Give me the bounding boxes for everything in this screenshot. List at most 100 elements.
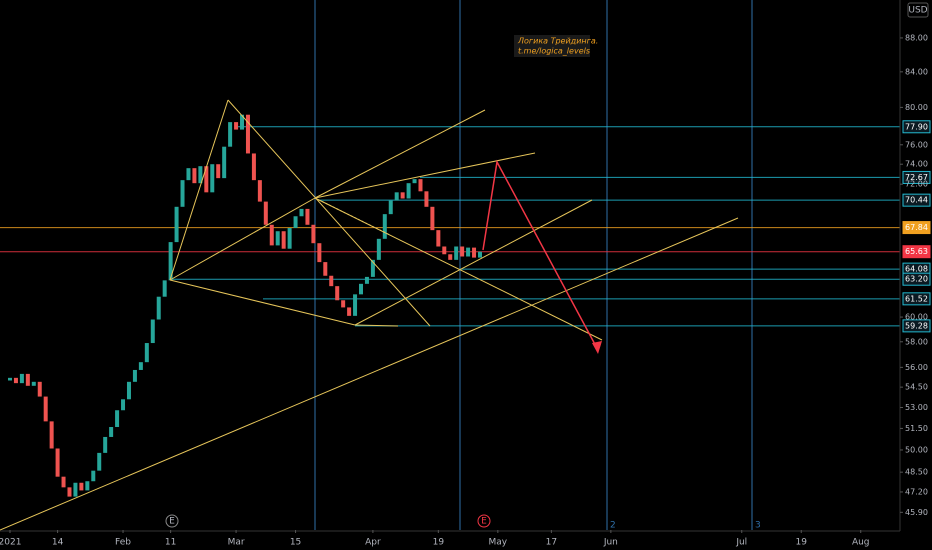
trendline <box>314 197 391 236</box>
candle-body <box>121 399 126 411</box>
x-tick-label: Jul <box>735 538 747 548</box>
annotation: t.me/logica_levels <box>518 47 590 56</box>
level-label: 67.84 <box>905 223 928 232</box>
trendline <box>169 99 229 281</box>
candle-body <box>317 243 322 263</box>
candle-body <box>460 246 465 257</box>
candle-body <box>49 421 54 449</box>
candle-body <box>358 283 363 295</box>
y-tick-label: 76.00 <box>905 140 928 149</box>
level-label: 65.63 <box>905 247 928 256</box>
candle-body <box>61 476 66 488</box>
candle-body <box>109 427 114 437</box>
candle-body <box>156 296 161 320</box>
candle-body <box>168 242 173 281</box>
x-tick-label: 14 <box>52 538 64 548</box>
y-tick-label: 50.00 <box>905 445 928 454</box>
candle-body <box>430 206 435 231</box>
candle-body <box>180 180 185 207</box>
forecast-arrow <box>482 159 602 354</box>
candle-body <box>335 286 340 301</box>
annotation: Логика Трейдинга. <box>517 37 598 46</box>
candle-body <box>293 216 298 228</box>
candle-body <box>79 482 84 491</box>
candle-body <box>115 410 120 428</box>
candle-body <box>210 164 215 193</box>
x-tick-label: Aug <box>852 538 870 548</box>
level-label: 72.67 <box>905 173 928 182</box>
candle-body <box>144 343 149 363</box>
level-label: 59.28 <box>905 321 928 330</box>
candle-body <box>400 192 405 199</box>
x-tick-label: 19 <box>796 538 808 548</box>
arrow-path <box>482 159 599 351</box>
candle-body <box>245 114 250 154</box>
y-tick-label: 88.00 <box>905 33 928 42</box>
earnings-marker <box>165 514 179 528</box>
candle-body <box>186 168 191 181</box>
y-tick-label: 80.00 <box>905 103 928 112</box>
level-label: 77.90 <box>905 122 928 131</box>
cycle-label: 2 <box>610 521 616 531</box>
candle-body <box>55 448 60 477</box>
candle-body <box>25 373 30 386</box>
trendlines <box>0 99 739 531</box>
x-tick-label: May <box>489 538 508 548</box>
level-box <box>902 193 931 207</box>
candle-body <box>388 200 393 215</box>
y-tick-label: 48.50 <box>905 468 928 477</box>
trendline <box>314 109 486 199</box>
y-tick-label: 72.00 <box>905 180 928 189</box>
candle-body <box>234 122 239 130</box>
candle-body <box>466 247 471 257</box>
candle-body <box>162 280 167 297</box>
candle-body <box>67 487 72 497</box>
level-box <box>902 170 931 184</box>
candle-body <box>216 164 221 179</box>
candle-body <box>323 262 328 276</box>
candle-body <box>263 201 268 225</box>
candle-body <box>436 230 441 247</box>
candle-body <box>43 396 48 422</box>
candle-body <box>353 294 358 316</box>
level-box <box>902 319 931 333</box>
candle-body <box>222 146 227 179</box>
candle-body <box>311 224 316 244</box>
x-tick-label: 11 <box>165 538 176 548</box>
earnings-label: E <box>169 517 175 527</box>
x-tick-label: 15 <box>290 538 301 548</box>
candle-body <box>281 231 286 249</box>
x-tick-label: 2021 <box>0 538 21 548</box>
y-tick-label: 58.00 <box>905 337 928 346</box>
candle-body <box>382 214 387 239</box>
y-tick-label: 47.20 <box>905 487 928 496</box>
x-tick-label: 19 <box>433 538 445 548</box>
candle-body <box>150 319 155 344</box>
y-tick-label: 51.50 <box>905 424 928 433</box>
candle-body <box>347 307 352 316</box>
level-label: 70.44 <box>905 196 928 205</box>
y-tick-label: 74.00 <box>905 160 928 169</box>
candle-body <box>275 231 280 246</box>
level-box <box>902 221 931 235</box>
candle-body <box>31 381 36 386</box>
candle-body <box>406 183 411 199</box>
candle-body <box>305 208 310 225</box>
candle-body <box>412 179 417 184</box>
candle-body <box>251 153 256 181</box>
y-tick-label: 84.00 <box>905 67 928 76</box>
candle-body <box>287 227 292 249</box>
trendline <box>0 217 739 531</box>
trendline <box>314 152 536 199</box>
trendline <box>169 197 316 281</box>
level-label: 64.08 <box>905 265 928 274</box>
x-tick-label: Feb <box>115 538 131 548</box>
earnings-label: E <box>481 517 487 527</box>
trendline <box>227 99 431 327</box>
candle-body <box>418 179 423 192</box>
candle-body <box>192 168 197 184</box>
candle-body <box>370 259 375 277</box>
candle-body <box>97 452 102 471</box>
